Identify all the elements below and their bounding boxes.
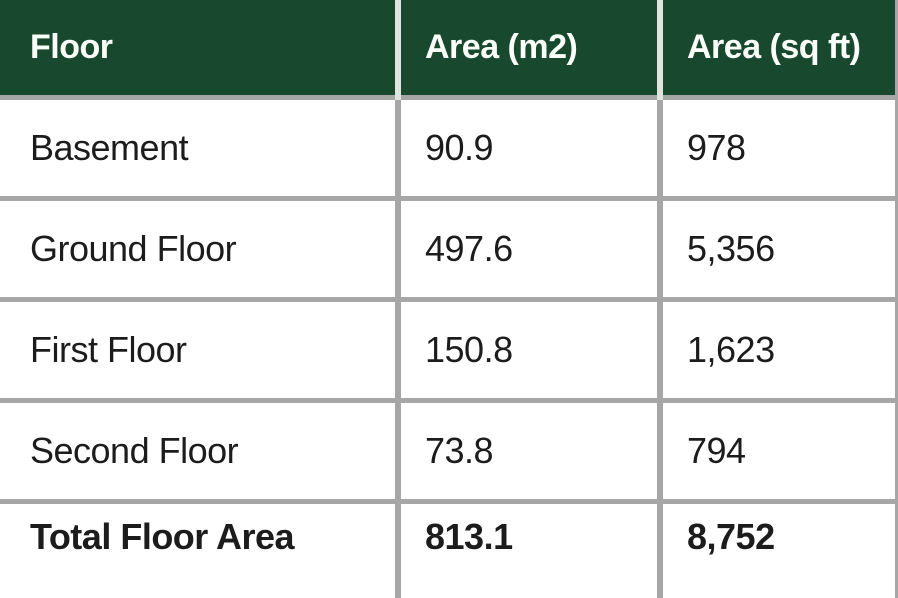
table-header-row: Floor Area (m2) Area (sq ft) <box>0 0 898 100</box>
cell-total-area-sqft: 8,752 <box>660 498 898 598</box>
cell-area-m2: 90.9 <box>398 94 663 198</box>
cell-total-label: Total Floor Area <box>0 498 401 598</box>
table-row-basement: Basement 90.9 978 <box>0 94 898 198</box>
cell-floor-name: Ground Floor <box>0 195 401 299</box>
cell-area-m2: 150.8 <box>398 296 663 400</box>
header-cell-floor: Floor <box>0 0 401 100</box>
cell-area-sqft: 794 <box>660 397 898 501</box>
header-cell-area-m2: Area (m2) <box>398 0 663 100</box>
cell-floor-name: First Floor <box>0 296 401 400</box>
cell-total-area-m2: 813.1 <box>398 498 663 598</box>
table-row-total: Total Floor Area 813.1 8,752 <box>0 498 898 598</box>
cell-floor-name: Basement <box>0 94 401 198</box>
table-row-ground-floor: Ground Floor 497.6 5,356 <box>0 195 898 299</box>
cell-floor-name: Second Floor <box>0 397 401 501</box>
table-row-first-floor: First Floor 150.8 1,623 <box>0 296 898 400</box>
cell-area-sqft: 978 <box>660 94 898 198</box>
cell-area-m2: 73.8 <box>398 397 663 501</box>
cell-area-sqft: 5,356 <box>660 195 898 299</box>
table-row-second-floor: Second Floor 73.8 794 <box>0 397 898 501</box>
cell-area-m2: 497.6 <box>398 195 663 299</box>
cell-area-sqft: 1,623 <box>660 296 898 400</box>
header-cell-area-sqft: Area (sq ft) <box>660 0 898 100</box>
